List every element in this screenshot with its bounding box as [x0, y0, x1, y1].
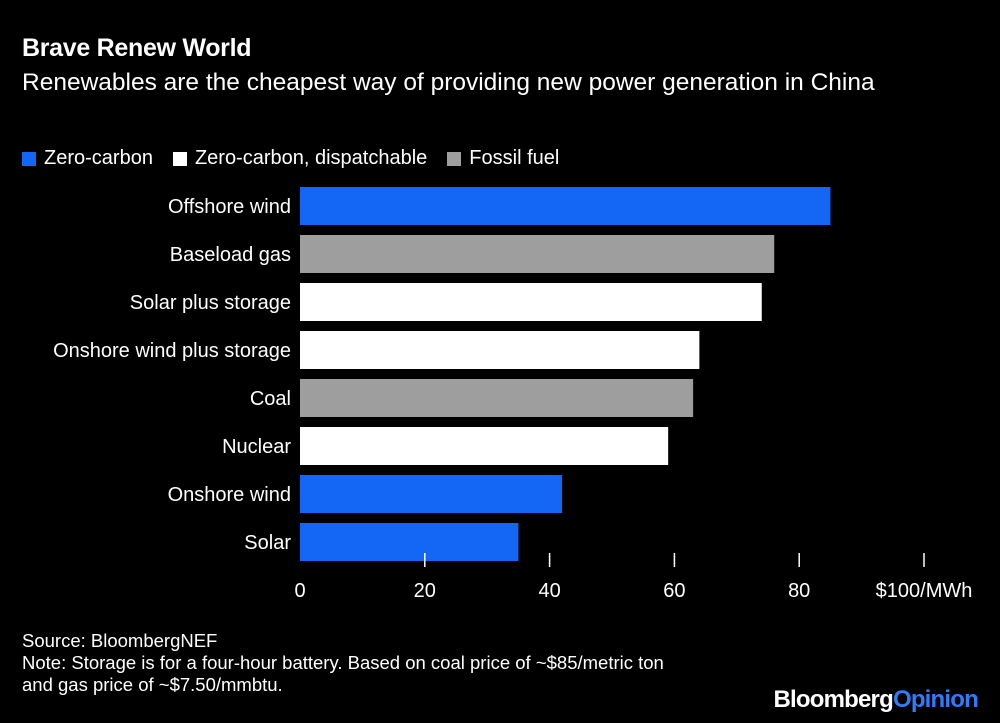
legend-swatch-fossil-fuel [447, 151, 462, 166]
legend: Zero-carbon Zero-carbon, dispatchable Fo… [22, 147, 579, 170]
bar-offshore-wind [300, 187, 831, 225]
source-note: Source: BloombergNEF [22, 630, 218, 651]
bar-onshore-wind [300, 475, 563, 513]
legend-item-fossil-fuel: Fossil fuel [447, 147, 559, 170]
chart-footer: Source: BloombergNEF Note: Storage is fo… [22, 630, 664, 696]
bar-baseload-gas [300, 235, 775, 273]
bar-solar-plus-storage [300, 283, 762, 321]
category-label-onshore-wind: Onshore wind [168, 484, 291, 506]
logo-part-opinion: Opinion [892, 686, 979, 713]
legend-label-fossil-fuel: Fossil fuel [469, 147, 560, 169]
category-label-offshore-wind: Offshore wind [168, 196, 291, 218]
category-label-baseload-gas: Baseload gas [170, 244, 291, 266]
category-label-nuclear: Nuclear [222, 436, 291, 458]
bar-chart: Offshore wind Baseload gas Solar plus stor… [53, 187, 973, 602]
footnote-line-1: Note: Storage is for a four-hour battery… [22, 652, 664, 673]
legend-label-zero-carbon-dispatchable: Zero-carbon, dispatchable [194, 147, 428, 169]
bar-nuclear [300, 427, 669, 465]
bar-onshore-wind-plus-storage [300, 331, 700, 369]
x-tick-label-1: 20 [414, 580, 436, 602]
bar-coal [300, 379, 694, 417]
category-label-solar-plus-storage: Solar plus storage [130, 292, 291, 314]
x-tick-label-3: 60 [663, 580, 685, 602]
x-tick-label-4: 80 [788, 580, 810, 602]
chart-subtitle: Renewables are the cheapest way of provi… [22, 69, 875, 96]
legend-item-zero-carbon: Zero-carbon [22, 147, 153, 170]
category-label-onshore-wind-plus-storage: Onshore wind plus storage [53, 340, 291, 362]
category-label-solar: Solar [244, 532, 291, 554]
legend-swatch-zero-carbon-dispatchable [172, 151, 187, 166]
logo-part-bloomberg: Bloomberg [773, 686, 893, 713]
x-tick-label-5: $100/MWh [876, 580, 973, 602]
bar-solar [300, 523, 519, 561]
bloomberg-opinion-logo: BloombergOpinion [773, 686, 978, 714]
legend-swatch-zero-carbon [22, 151, 36, 166]
x-tick-label-2: 40 [538, 580, 560, 602]
chart-title: Brave Renew World [22, 34, 252, 62]
legend-item-zero-carbon-dispatchable: Zero-carbon, dispatchable [172, 147, 428, 170]
x-tick-label-0: 0 [294, 580, 305, 602]
footnote-line-2: and gas price of ~$7.50/mmbtu. [22, 674, 283, 695]
category-label-coal: Coal [250, 388, 291, 410]
legend-label-zero-carbon: Zero-carbon [44, 147, 153, 169]
